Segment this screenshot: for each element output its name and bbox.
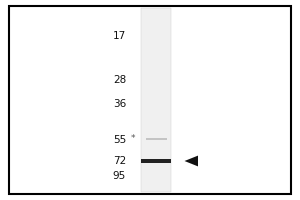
Text: 72: 72	[113, 156, 126, 166]
Bar	[141, 8, 171, 192]
Text: 36: 36	[113, 99, 126, 109]
Text: 28: 28	[113, 75, 126, 85]
Text: *: *	[130, 134, 135, 144]
Bar	[146, 138, 167, 140]
Bar	[141, 159, 171, 163]
Text: 95: 95	[113, 171, 126, 181]
Polygon shape	[184, 156, 198, 166]
Text: 17: 17	[113, 31, 126, 41]
Text: 55: 55	[113, 135, 126, 145]
